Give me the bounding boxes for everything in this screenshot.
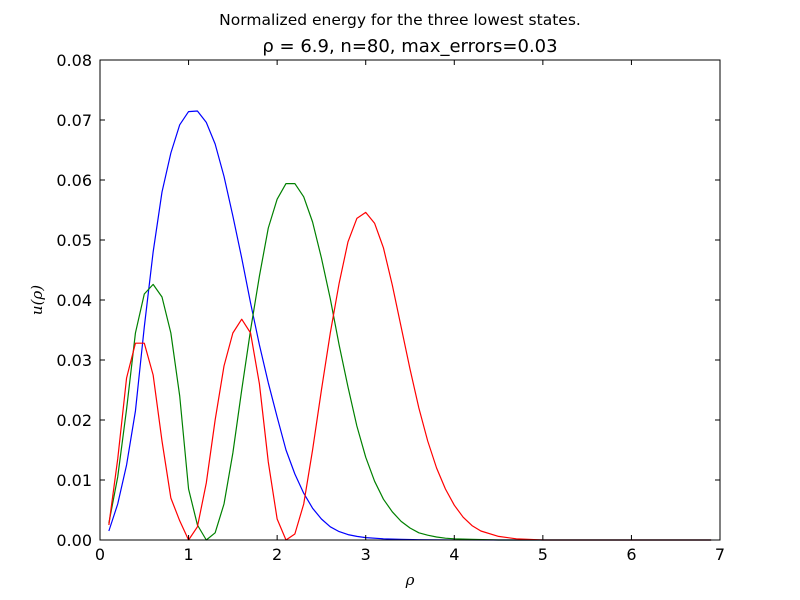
series-line-3 xyxy=(108,211,712,541)
y-tick-label: 0.03 xyxy=(56,351,92,370)
plot-frame xyxy=(99,59,721,541)
y-axis-label: u(ρ) xyxy=(28,285,46,315)
y-tick-label: 0.01 xyxy=(56,471,92,490)
plot-lines xyxy=(108,110,712,541)
x-tick-label: 2 xyxy=(272,545,282,564)
y-tick-label: 0.05 xyxy=(56,231,92,250)
series-line-2 xyxy=(108,183,712,541)
x-tick-label: 3 xyxy=(361,545,371,564)
y-tick-label: 0.07 xyxy=(56,111,92,130)
chart-title: ρ = 6.9, n=80, max_errors=0.03 xyxy=(262,36,557,57)
x-tick-label: 4 xyxy=(449,545,459,564)
series-line-1 xyxy=(108,110,712,541)
x-tick-label: 1 xyxy=(183,545,193,564)
x-tick-label: 6 xyxy=(626,545,636,564)
y-tick-label: 0.06 xyxy=(56,171,92,190)
chart-suptitle: Normalized energy for the three lowest s… xyxy=(219,11,581,29)
x-tick-label: 7 xyxy=(715,545,725,564)
y-tick-label: 0.08 xyxy=(56,51,92,70)
y-tick-label: 0.04 xyxy=(56,291,92,310)
x-tick-label: 5 xyxy=(538,545,548,564)
y-tick-label: 0.00 xyxy=(56,531,92,550)
y-tick-label: 0.02 xyxy=(56,411,92,430)
x-axis-label: ρ xyxy=(405,571,415,589)
x-tick-label: 0 xyxy=(95,545,105,564)
